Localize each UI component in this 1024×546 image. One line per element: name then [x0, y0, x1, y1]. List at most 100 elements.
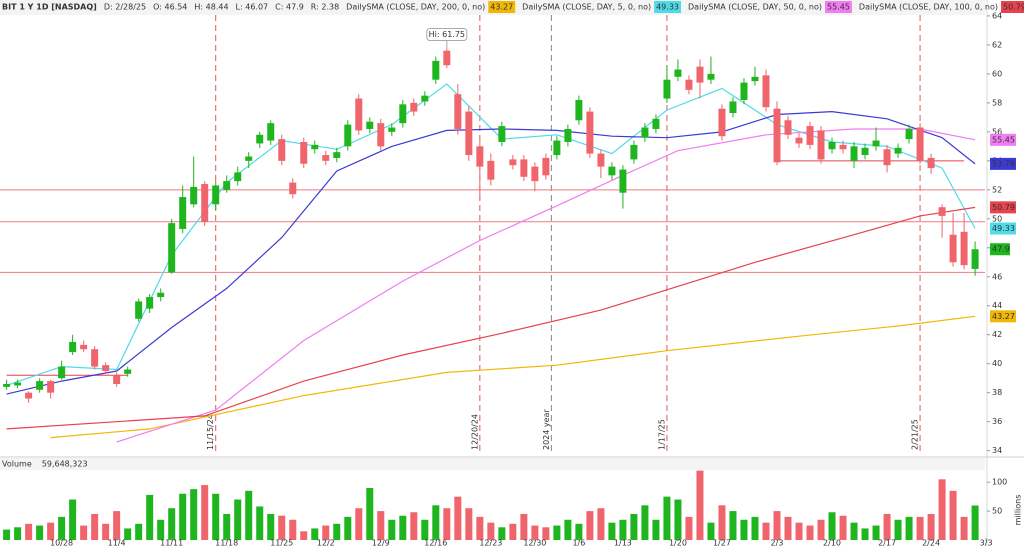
- candle-body: [619, 169, 627, 193]
- volume-bar: [476, 516, 484, 540]
- axis-badge: [990, 201, 1016, 214]
- volume-bar: [916, 516, 924, 540]
- volume-bar: [443, 508, 451, 540]
- axis-badge-value: 53.79: [992, 159, 1015, 168]
- y-tick-label: 60: [992, 69, 1002, 78]
- candle-body: [58, 366, 66, 379]
- volume-bar: [927, 513, 935, 540]
- volume-bar: [597, 508, 605, 540]
- axis-badge: [990, 222, 1016, 235]
- candle-body: [443, 50, 451, 66]
- candle-body: [135, 301, 143, 319]
- x-tick-label: 11/25: [270, 539, 293, 546]
- volume-bar: [773, 511, 781, 540]
- x-tick-label: 2/3: [771, 539, 784, 546]
- volume-bar: [839, 515, 847, 540]
- sma-line: [6, 206, 976, 430]
- volume-bar: [817, 519, 825, 540]
- volume-bar: [399, 515, 407, 540]
- candle-body: [795, 137, 803, 144]
- candle-body: [729, 101, 737, 114]
- volume-bar: [619, 519, 627, 540]
- volume-bar: [883, 513, 891, 540]
- candle-body: [608, 166, 616, 176]
- candle-body: [102, 365, 110, 371]
- volume-bar: [201, 485, 209, 540]
- candle-body: [69, 341, 77, 353]
- volume-bar: [69, 499, 77, 540]
- volume-bar: [256, 506, 264, 540]
- sma-legend-value-box: [1001, 1, 1024, 13]
- volume-bar: [795, 522, 803, 540]
- candle-body: [696, 66, 704, 83]
- volume-bar: [113, 511, 121, 540]
- candle-body: [905, 128, 913, 140]
- sma-legend-name: DailySMA (CLOSE, DAY, 200, 0, no): [346, 3, 485, 12]
- candle-body: [861, 147, 869, 156]
- header-item: H: 48.44: [194, 3, 228, 12]
- volume-bar: [707, 522, 715, 540]
- volume-bar: [641, 505, 649, 540]
- candle-body: [245, 156, 253, 161]
- header-item: R: 2.38: [311, 3, 339, 12]
- candle-body: [751, 76, 759, 82]
- header-item: D: 2/28/25: [104, 3, 146, 12]
- candle-body: [553, 140, 561, 156]
- volume-bar: [289, 519, 297, 540]
- candle-body: [36, 381, 44, 390]
- y-tick-label: 34: [992, 446, 1002, 455]
- volume-header-bar: [0, 458, 985, 470]
- volume-bar: [674, 499, 682, 540]
- x-tick-label: 11/11: [160, 539, 183, 546]
- x-tick-label: 1/13: [614, 539, 632, 546]
- candle-body: [938, 207, 946, 216]
- candle-body: [806, 126, 814, 145]
- volume-bar: [190, 489, 198, 540]
- volume-last: 59,648,323: [42, 460, 88, 469]
- candle-body: [124, 369, 132, 374]
- volume-bar: [553, 525, 561, 540]
- x-tick-label: 11/4: [108, 539, 126, 546]
- volume-bar: [267, 513, 275, 540]
- volume-bar: [80, 525, 88, 540]
- y-tick-label: 50: [992, 214, 1002, 223]
- candle-body: [113, 375, 121, 384]
- volume-bar: [355, 508, 363, 540]
- candle-body: [179, 197, 187, 229]
- volume-bar: [366, 487, 374, 540]
- candle-body: [476, 146, 484, 167]
- axis-badge-value: 47.9: [992, 245, 1010, 254]
- candle-body: [454, 94, 462, 129]
- volume-bar: [663, 496, 671, 540]
- volume-bar: [36, 525, 44, 540]
- volume-bar: [861, 528, 869, 540]
- candle-body: [366, 121, 374, 129]
- volume-bar: [762, 522, 770, 540]
- candle-body: [223, 181, 231, 190]
- candle-body: [344, 124, 352, 147]
- volume-bar: [520, 513, 528, 540]
- volume-bar: [498, 527, 506, 540]
- volume-bar: [487, 522, 495, 540]
- candle-body: [267, 123, 275, 141]
- axis-badge-value: 50.79: [992, 203, 1015, 212]
- volume-bar: [157, 519, 165, 540]
- y-tick-label: 46: [992, 272, 1002, 281]
- volume-bar: [168, 508, 176, 540]
- candle-body: [817, 130, 825, 160]
- volume-bar: [124, 528, 132, 540]
- volume-bar: [388, 519, 396, 540]
- x-tick-label: 1/6: [572, 539, 585, 546]
- volume-bar: [729, 511, 737, 540]
- candle-body: [421, 95, 429, 102]
- header-item: L: 46.07: [236, 3, 269, 12]
- y-tick-label: 42: [992, 330, 1002, 339]
- volume-bar: [344, 516, 352, 540]
- y-tick-label: 38: [992, 388, 1002, 397]
- volume-bar: [322, 525, 330, 540]
- event-label: 1/17/25: [657, 419, 666, 450]
- volume-bar: [311, 528, 319, 540]
- volume-bar: [3, 529, 11, 540]
- volume-bar: [278, 515, 286, 540]
- sma-legend-value: 49.33: [656, 3, 679, 12]
